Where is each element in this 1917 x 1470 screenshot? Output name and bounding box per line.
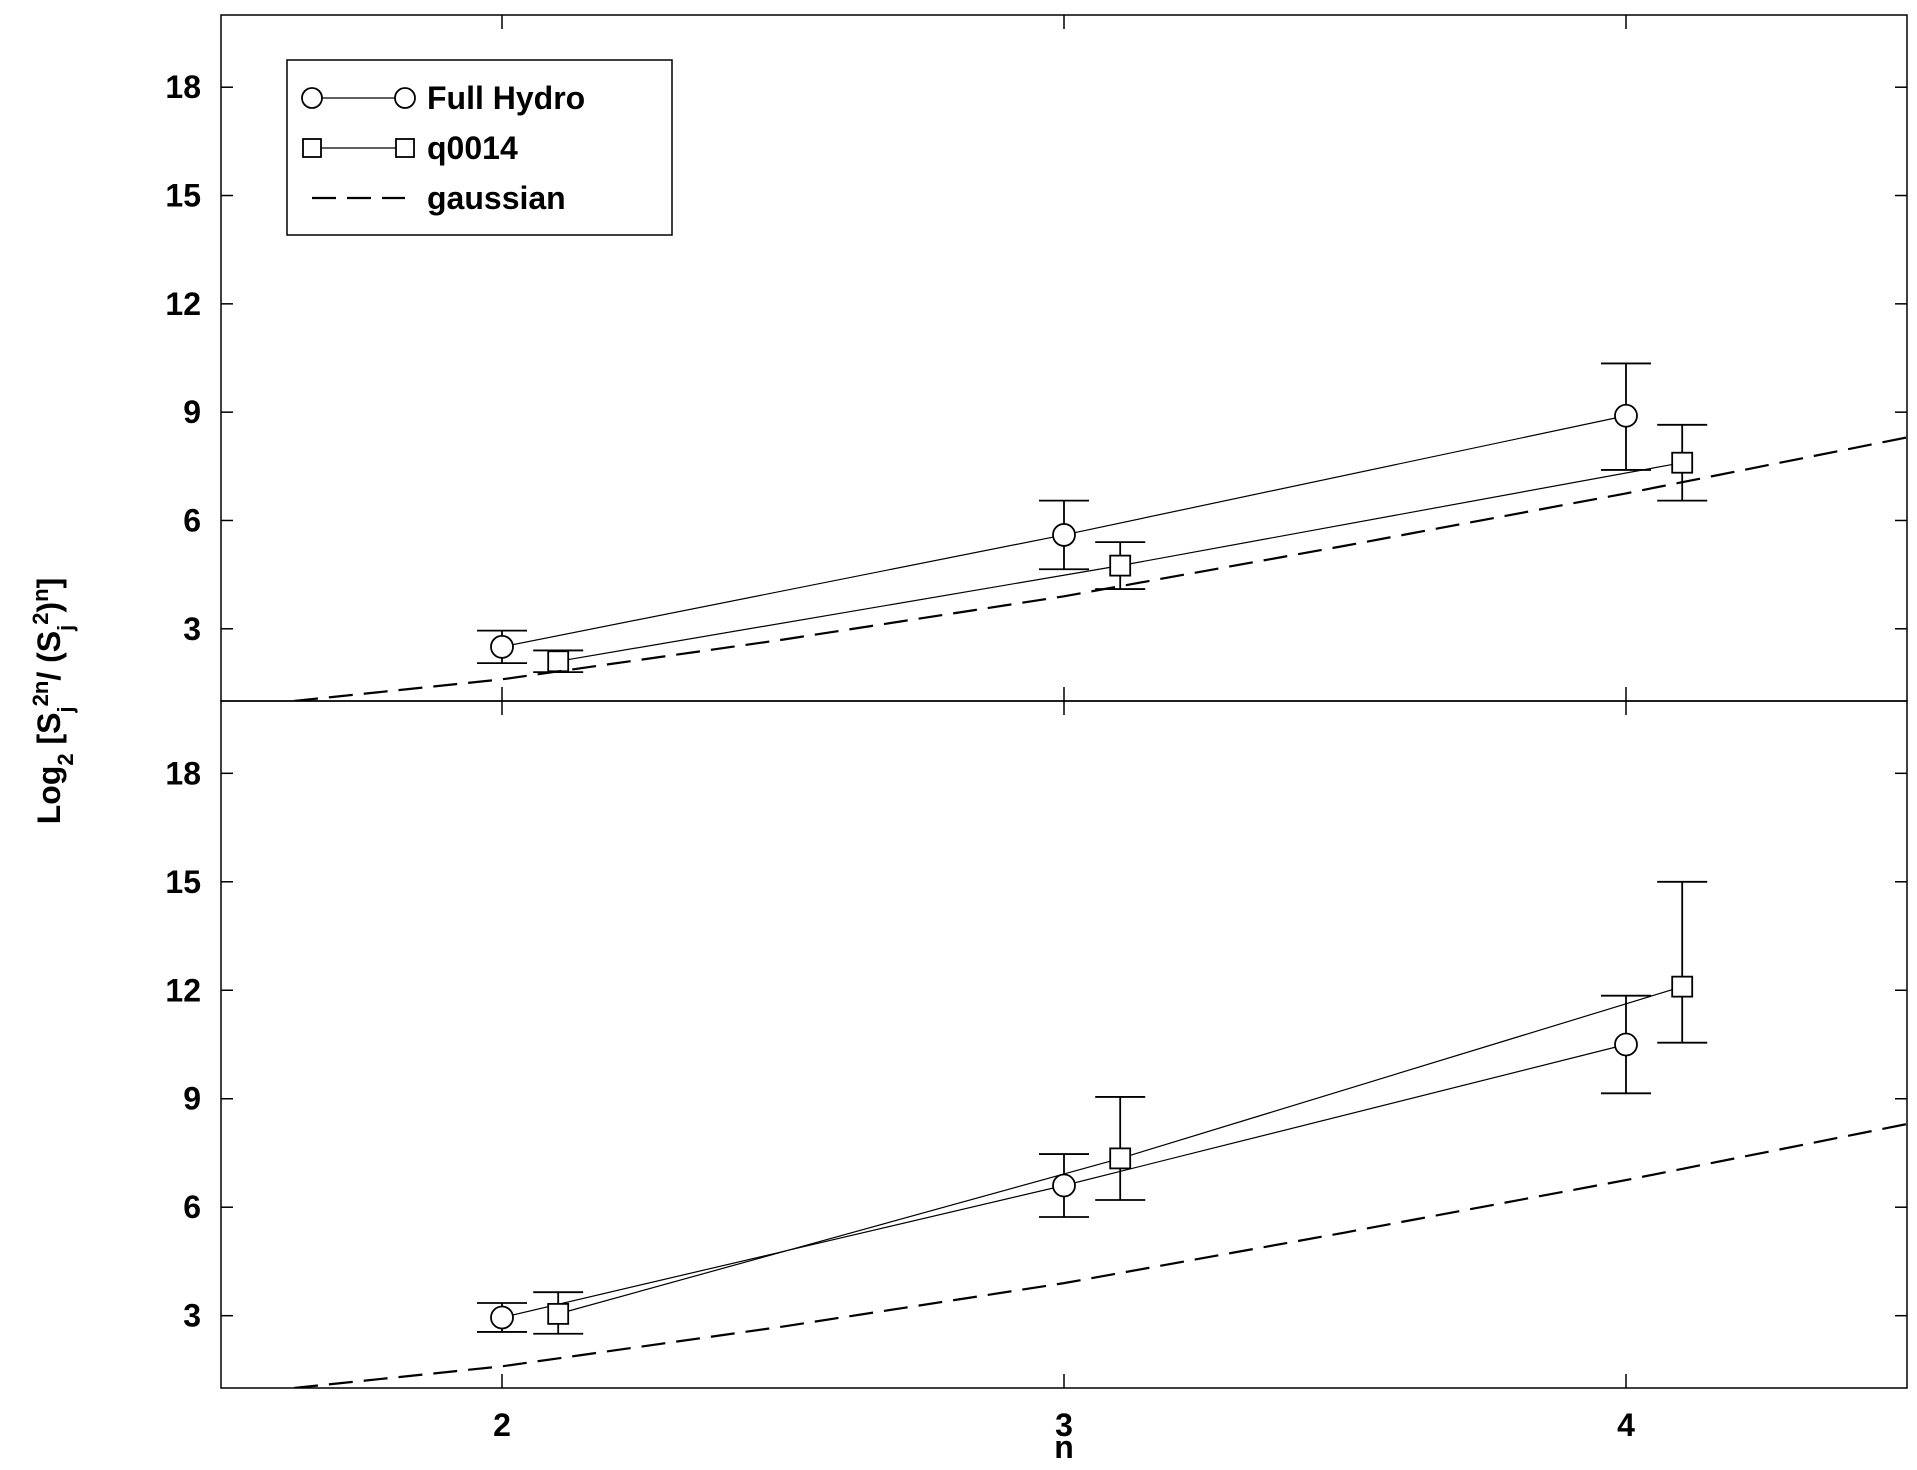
marker-square [1671, 451, 1694, 474]
y-axis-label-part: j [53, 625, 78, 632]
y-axis-label-part: n [28, 588, 53, 601]
y-axis-label-part: 2n [28, 681, 53, 707]
y-tick-label: 3 [183, 611, 201, 647]
marker-circle [1052, 1173, 1076, 1198]
y-tick-label: 6 [183, 502, 201, 538]
y-tick-label: 12 [165, 286, 201, 322]
y-tick-label: 9 [183, 394, 201, 430]
y-axis-label-part: j [53, 706, 78, 713]
y-tick-label: 18 [165, 69, 201, 105]
plot-area [293, 880, 1907, 1388]
marker-circle [490, 1305, 514, 1330]
marker-square [547, 1302, 570, 1325]
y-axis-label-part: 2 [53, 753, 78, 765]
y-axis-label-part: ) [31, 602, 67, 613]
y-axis-label-part: [S [31, 712, 67, 753]
y-axis-label-part: ] [31, 578, 67, 589]
marker-circle [1614, 403, 1638, 428]
x-tick-label: 4 [1617, 1407, 1635, 1443]
legend-label: Full Hydro [427, 80, 585, 116]
x-tick-label: 3 [1055, 1407, 1073, 1443]
marker-circle [490, 634, 514, 659]
y-tick-label: 12 [165, 972, 201, 1008]
y-tick-label: 3 [183, 1298, 201, 1334]
dashed-line [293, 1122, 1907, 1388]
legend-marker [301, 87, 323, 109]
marker-circle [1052, 523, 1076, 547]
y-tick-label: 18 [165, 755, 201, 791]
marker-square [1109, 1147, 1132, 1170]
legend-marker [302, 138, 322, 158]
error-bar [1657, 880, 1708, 1044]
legend-label: q0014 [427, 130, 518, 166]
x-tick-label: 2 [493, 1407, 511, 1443]
plot-area [293, 362, 1907, 701]
legend-label: gaussian [427, 180, 566, 216]
plot-frame [220, 700, 1908, 1389]
marker-square [1109, 554, 1132, 577]
x-axis-label: n [1054, 1429, 1074, 1465]
y-tick-label: 15 [165, 864, 201, 900]
legend-marker [395, 138, 415, 158]
dashed-line [293, 436, 1907, 701]
y-tick-label: 15 [165, 178, 201, 214]
y-axis-label-part: Log [31, 766, 67, 825]
marker-square [547, 650, 570, 673]
y-tick-label: 9 [183, 1081, 201, 1117]
marker-circle [1614, 1032, 1638, 1057]
y-axis-label-part: 2 [28, 613, 53, 625]
y-axis-label: Log2 [Sj2n/ (Sj2)n] [28, 578, 78, 825]
y-tick-label: 6 [183, 1189, 201, 1225]
legend-marker [394, 87, 416, 109]
marker-square [1671, 975, 1694, 998]
y-axis-label-part: / (S [31, 631, 67, 681]
